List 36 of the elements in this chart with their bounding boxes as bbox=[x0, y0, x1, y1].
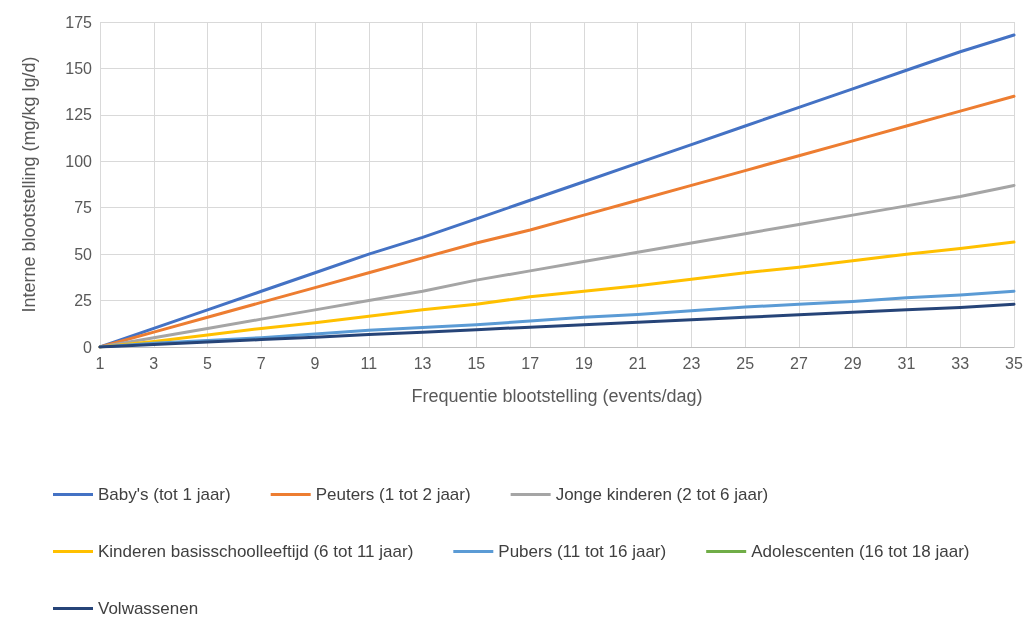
x-tick-label: 29 bbox=[843, 354, 862, 372]
x-tick-label: 21 bbox=[628, 354, 647, 372]
x-tick-label: 3 bbox=[149, 354, 159, 372]
x-axis-title: Frequentie blootstelling (events/dag) bbox=[411, 386, 703, 406]
x-tick-label: 9 bbox=[310, 354, 320, 372]
y-tick-label: 100 bbox=[65, 152, 93, 170]
y-tick-label: 50 bbox=[74, 245, 93, 263]
x-tick-label: 33 bbox=[951, 354, 970, 372]
x-tick-label: 35 bbox=[1005, 354, 1023, 372]
x-tick-label: 25 bbox=[736, 354, 755, 372]
y-tick-label: 75 bbox=[74, 199, 93, 217]
x-tick-label: 17 bbox=[521, 354, 540, 372]
x-tick-label: 23 bbox=[682, 354, 701, 372]
x-tick-label: 19 bbox=[574, 354, 593, 372]
legend-label: Baby's (tot 1 jaar) bbox=[98, 485, 231, 504]
x-tick-label: 7 bbox=[256, 354, 266, 372]
line-series bbox=[98, 302, 1016, 349]
x-tick-label: 5 bbox=[203, 354, 213, 372]
y-tick-label: 150 bbox=[65, 59, 93, 77]
y-tick-label: 0 bbox=[83, 338, 93, 356]
x-tick-label: 27 bbox=[790, 354, 808, 372]
x-tick-label: 1 bbox=[95, 354, 105, 372]
x-tick-label: 15 bbox=[467, 354, 486, 372]
y-axis-title: Interne blootstelling (mg/kg lg/d) bbox=[19, 56, 39, 313]
y-tick-label: 25 bbox=[74, 292, 93, 310]
legend-label: Jonge kinderen (2 tot 6 jaar) bbox=[555, 485, 769, 504]
legend-label: Peuters (1 tot 2 jaar) bbox=[315, 485, 471, 504]
x-tick-label: 13 bbox=[413, 354, 432, 372]
x-tick-label: 11 bbox=[360, 354, 378, 372]
legend-label: Volwassenen bbox=[98, 599, 199, 618]
legend-label: Pubers (11 tot 16 jaar) bbox=[498, 542, 667, 561]
legend-label: Adolescenten (16 tot 18 jaar) bbox=[751, 542, 970, 561]
y-tick-label: 175 bbox=[65, 13, 93, 31]
x-tick-label: 31 bbox=[897, 354, 916, 372]
legend-label: Kinderen basisschoolleeftijd (6 tot 11 jaar) bbox=[98, 542, 414, 561]
y-tick-label: 125 bbox=[65, 106, 93, 124]
